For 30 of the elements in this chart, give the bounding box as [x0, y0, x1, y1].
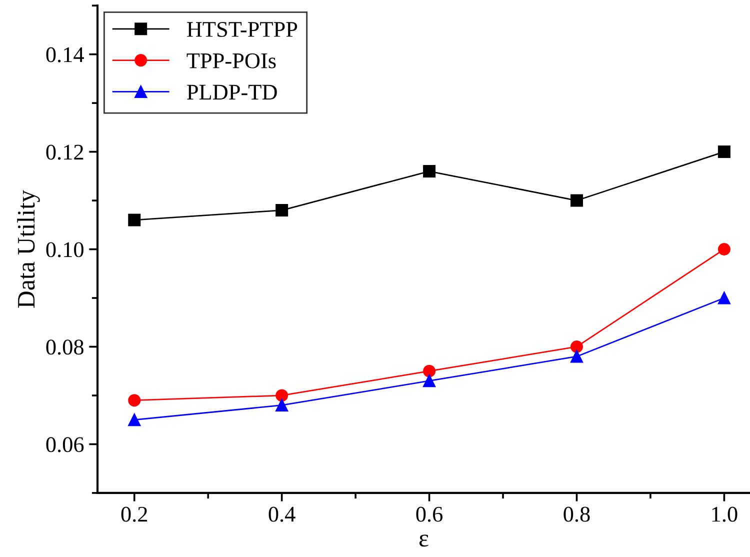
point: [276, 389, 288, 402]
point: [423, 165, 436, 178]
x-tick-label: 0.8: [564, 506, 590, 522]
point: [276, 398, 288, 412]
y-tick-label: 0.06: [46, 437, 84, 452]
legend-label: TPP-POIs: [186, 53, 276, 68]
y-tick-label: 0.14: [46, 47, 84, 62]
point: [423, 364, 436, 378]
point: [570, 194, 583, 207]
point: [718, 292, 730, 304]
x-axis-title: ε: [419, 534, 428, 547]
point: [718, 146, 730, 158]
legend-label: PLDP-TD: [187, 84, 277, 100]
x-tick-label: 1.0: [712, 506, 738, 522]
y-tick-label: 0.12: [46, 144, 84, 160]
x-tick-label: 0.2: [121, 506, 148, 522]
point: [718, 243, 730, 256]
point: [570, 350, 583, 363]
point: [276, 204, 288, 217]
point: [128, 414, 141, 426]
point: [570, 340, 583, 353]
point: [128, 394, 141, 407]
y-tick-label: 0.10: [46, 242, 84, 258]
x-tick-label: 0.6: [416, 506, 443, 522]
legend-label: HTST-PTPP: [187, 22, 298, 37]
x-tick-label: 0.4: [268, 506, 296, 522]
y-axis-title: Data Utility: [17, 190, 40, 308]
point: [423, 374, 436, 388]
point: [128, 214, 141, 226]
y-tick-label: 0.08: [46, 340, 84, 355]
